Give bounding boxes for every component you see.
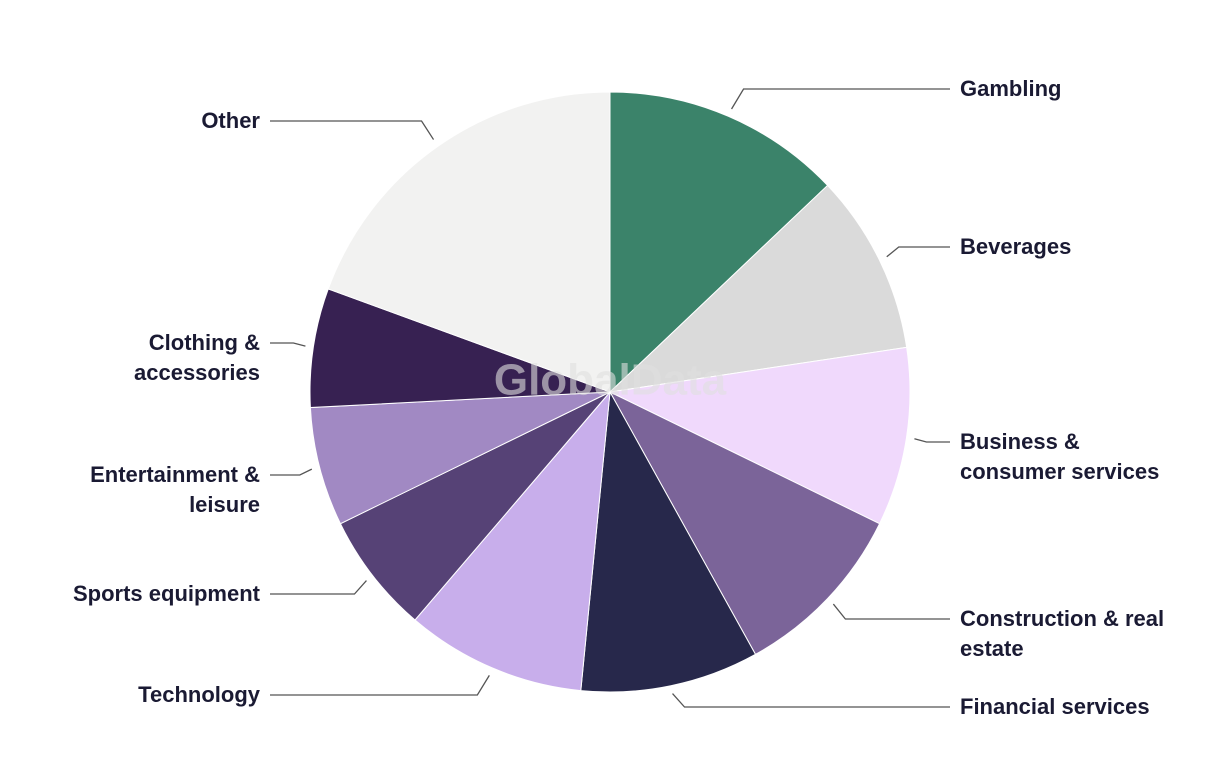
pie-slice xyxy=(309,391,611,525)
slice-label: Other xyxy=(201,108,260,133)
pie-slice xyxy=(609,91,829,394)
slice-label: Technology xyxy=(138,682,260,707)
slice-label: Business & consumer services xyxy=(960,429,1160,484)
slices xyxy=(309,91,911,693)
pie-slice xyxy=(339,391,611,621)
pie-slice xyxy=(608,390,881,656)
pie-slice xyxy=(608,346,911,525)
slice-label: Construction & real estate xyxy=(960,606,1165,661)
leader-line xyxy=(270,342,306,347)
leader-line xyxy=(914,438,950,443)
leader-line xyxy=(270,468,313,476)
slice-label: Sports equipment xyxy=(72,581,260,606)
slice-label: Beverages xyxy=(960,234,1072,259)
leader-line xyxy=(270,675,490,696)
pie-slice xyxy=(309,288,611,409)
pie-slice xyxy=(608,184,908,393)
leader-line xyxy=(672,693,950,708)
slice-label: Gambling xyxy=(960,76,1062,101)
pie-slice xyxy=(414,390,611,692)
leader-line xyxy=(832,603,950,620)
leader-line xyxy=(886,246,950,258)
pie-slice xyxy=(327,91,611,393)
leader-line xyxy=(270,120,435,140)
slice-label: Entertainment & leisure xyxy=(90,462,260,517)
leader-line xyxy=(730,88,950,110)
leader-line xyxy=(270,580,367,595)
slice-label: Financial services xyxy=(960,694,1150,719)
pie-slice xyxy=(580,390,757,693)
slice-label: Clothing & accessories xyxy=(134,330,260,385)
watermark: GlobalData xyxy=(494,356,727,405)
